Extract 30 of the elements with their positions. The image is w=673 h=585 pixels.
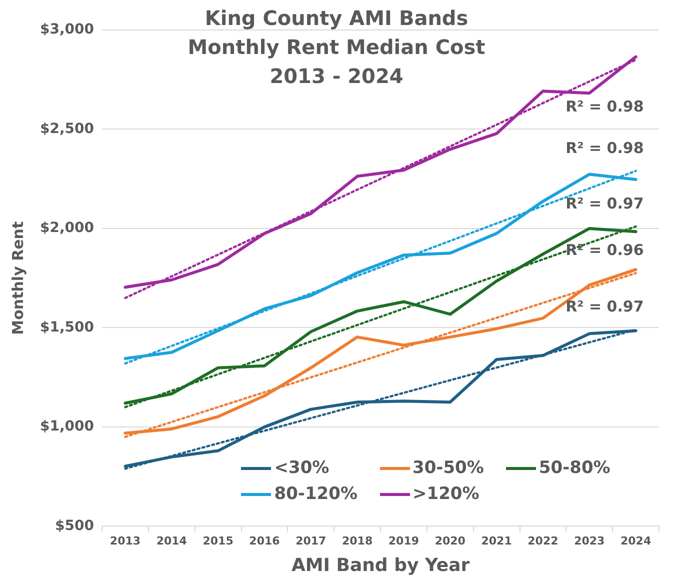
y-tick-label: $3,000: [40, 22, 94, 38]
x-tick-label: 2017: [296, 534, 326, 548]
annotation: R² = 0.97: [566, 298, 644, 316]
x-tick-label: 2015: [202, 534, 234, 548]
annotation: R² = 0.98: [566, 138, 644, 157]
x-axis-title: AMI Band by Year: [291, 554, 470, 576]
x-tick-label: 2019: [388, 534, 420, 548]
x-tick-label: 2018: [342, 534, 373, 548]
y-axis-title: Monthly Rent: [8, 221, 27, 335]
annotation: R² = 0.98: [566, 98, 644, 116]
annotation: R² = 0.97: [566, 194, 644, 212]
legend-label: 30-50%: [412, 458, 484, 478]
x-tick-label: 2013: [110, 534, 141, 548]
x-tick-label: 2021: [481, 534, 512, 548]
y-tick-label: $2,500: [40, 120, 94, 137]
y-tick-label: $1,500: [40, 319, 94, 336]
legend-label: 80-120%: [274, 484, 358, 504]
y-tick-label: $2,000: [40, 220, 94, 236]
x-tick-label: 2014: [156, 534, 188, 548]
x-tick-label: 2020: [434, 534, 466, 548]
x-tick-label: 2016: [249, 534, 280, 548]
x-tick-label: 2022: [528, 534, 558, 548]
x-tick-label: 2023: [574, 534, 605, 548]
legend-label: >120%: [412, 484, 480, 504]
x-tick-label: 2024: [620, 534, 652, 548]
legend-label: 50-80%: [538, 458, 610, 478]
y-tick-label: $1,000: [40, 418, 94, 435]
y-tick-label: $500: [55, 518, 94, 534]
legend-label: <30%: [274, 458, 330, 478]
chart-title: King County AMI Bands Monthly Rent Median Cost 2013 - 2024: [188, 6, 486, 88]
